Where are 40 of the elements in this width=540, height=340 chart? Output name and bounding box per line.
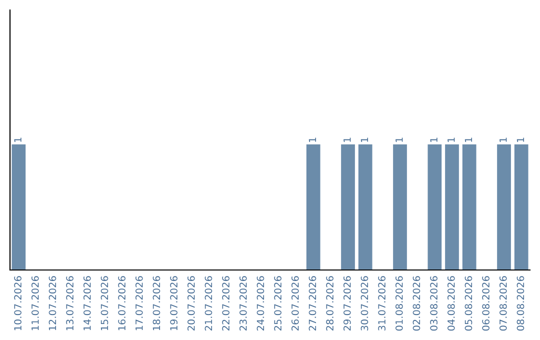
x-tick-label: 01.08.2026 <box>395 276 403 331</box>
x-tick-label: 25.07.2026 <box>274 276 282 331</box>
x-tick-label: 06.08.2026 <box>482 276 490 331</box>
x-tick-label: 31.07.2026 <box>378 276 386 330</box>
data-label: 1 <box>516 138 524 142</box>
x-tick-label: 08.08.2026 <box>516 276 524 331</box>
x-tick-label: 02.08.2026 <box>412 276 420 331</box>
x-tick-label: 10.07.2026 <box>14 276 22 330</box>
x-tick-label: 28.07.2026 <box>326 276 334 331</box>
x-tick-label: 20.07.2026 <box>187 276 195 331</box>
x-tick-label: 22.07.2026 <box>222 276 230 331</box>
data-label: 1 <box>430 138 438 142</box>
x-tick-label: 29.07.2026 <box>343 276 351 331</box>
x-tick-label: 30.07.2026 <box>360 276 368 330</box>
data-label: 1 <box>464 138 472 142</box>
x-tick-label: 18.07.2026 <box>152 276 160 330</box>
data-label: 1 <box>308 138 316 142</box>
x-tick-label: 15.07.2026 <box>100 276 108 330</box>
x-tick-label: 05.08.2026 <box>464 276 472 331</box>
x-tick-label: 16.07.2026 <box>118 276 126 330</box>
data-label: 1 <box>14 138 22 142</box>
data-label: 1 <box>396 138 403 142</box>
data-label: 1 <box>360 138 368 142</box>
x-tick-label: 03.08.2026 <box>430 276 438 331</box>
x-tick-label: 12.07.2026 <box>48 276 56 330</box>
x-tick-label: 13.07.2026 <box>66 276 74 330</box>
data-label: 1 <box>448 138 455 142</box>
x-tick-label: 14.07.2026 <box>83 276 91 330</box>
x-tick-label: 23.07.2026 <box>239 276 247 331</box>
x-tick-label: 24.07.2026 <box>256 276 264 331</box>
x-tick-label: 17.07.2026 <box>135 276 143 330</box>
data-label: 1 <box>344 138 351 142</box>
x-tick-label: 07.08.2026 <box>499 276 507 331</box>
x-tick-label: 04.08.2026 <box>447 276 455 331</box>
x-tick-label: 21.07.2026 <box>204 276 212 331</box>
x-tick-label: 11.07.2026 <box>31 276 39 330</box>
x-tick-label: 27.07.2026 <box>308 276 316 331</box>
data-label: 1 <box>500 138 507 142</box>
x-tick-label: 26.07.2026 <box>291 276 299 331</box>
x-tick-label: 19.07.2026 <box>170 276 178 330</box>
